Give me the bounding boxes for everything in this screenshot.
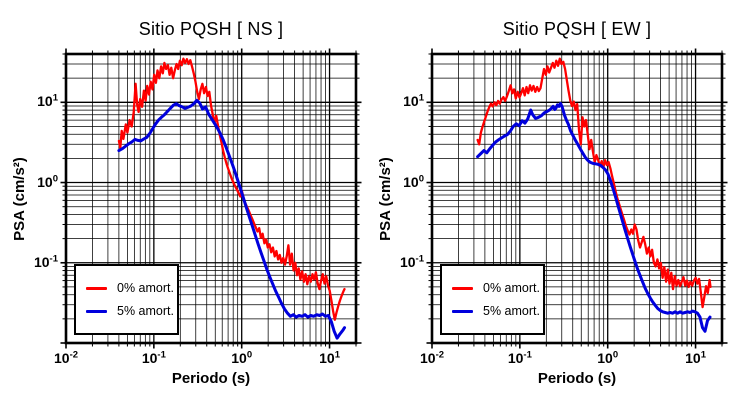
plot-title-ns: Sitio PQSH [ NS ] <box>138 19 284 39</box>
legend-label-5pct: 5% amort. <box>483 304 540 318</box>
curve-0pct-ew <box>476 57 712 309</box>
x-axis-label-ns: Periodo (s) <box>171 370 251 387</box>
x-tick-label: 101 <box>685 349 706 366</box>
y-tick-label: 101 <box>37 92 58 110</box>
curve-0pct-ns <box>117 57 346 321</box>
y-tick-label: 101 <box>403 92 424 110</box>
x-tick-label: 10-2 <box>419 349 445 366</box>
y-tick-label: 10-1 <box>33 253 58 270</box>
y-tick-label: 10-1 <box>399 253 424 270</box>
curve-5pct-ns <box>117 98 346 340</box>
y-axis-label-ns: PSA (cm/s²) <box>11 157 28 241</box>
x-tick-label: 101 <box>319 349 340 366</box>
legend-label-0pct: 0% amort. <box>483 281 540 295</box>
plot-ns <box>60 48 362 349</box>
plot-frame <box>430 52 724 345</box>
legend-label-0pct: 0% amort. <box>117 281 174 295</box>
x-tick-label: 100 <box>231 349 253 366</box>
legend-item-5pct: 5% amort. <box>442 304 543 318</box>
plot-title-ew: Sitio PQSH [ EW ] <box>502 19 652 39</box>
y-tick-label: 100 <box>37 172 58 190</box>
x-tick-label: 10-1 <box>141 349 166 366</box>
x-tick-label: 100 <box>597 349 619 366</box>
legend-item-0pct: 0% amort. <box>442 281 543 295</box>
legend-item-5pct: 5% amort. <box>76 304 177 318</box>
legend-line-sample-0pct <box>86 286 107 290</box>
plot-ew <box>426 48 728 349</box>
x-axis-label-ew: Periodo (s) <box>537 370 617 387</box>
legend-line-sample-0pct <box>452 286 473 290</box>
plot-frame <box>64 52 358 345</box>
x-tick-label: 10-1 <box>507 349 532 366</box>
legend-ew: 0% amort. 5% amort. <box>440 264 545 335</box>
legend-item-0pct: 0% amort. <box>76 281 177 295</box>
legend-label-5pct: 5% amort. <box>117 304 174 318</box>
y-tick-label: 100 <box>403 172 424 190</box>
legend-line-sample-5pct <box>452 309 473 313</box>
curve-5pct-ew <box>476 101 712 333</box>
y-axis-label-ew: PSA (cm/s²) <box>377 157 394 241</box>
x-tick-label: 10-2 <box>53 349 79 366</box>
legend-ns: 0% amort. 5% amort. <box>74 264 179 335</box>
legend-line-sample-5pct <box>86 309 107 313</box>
